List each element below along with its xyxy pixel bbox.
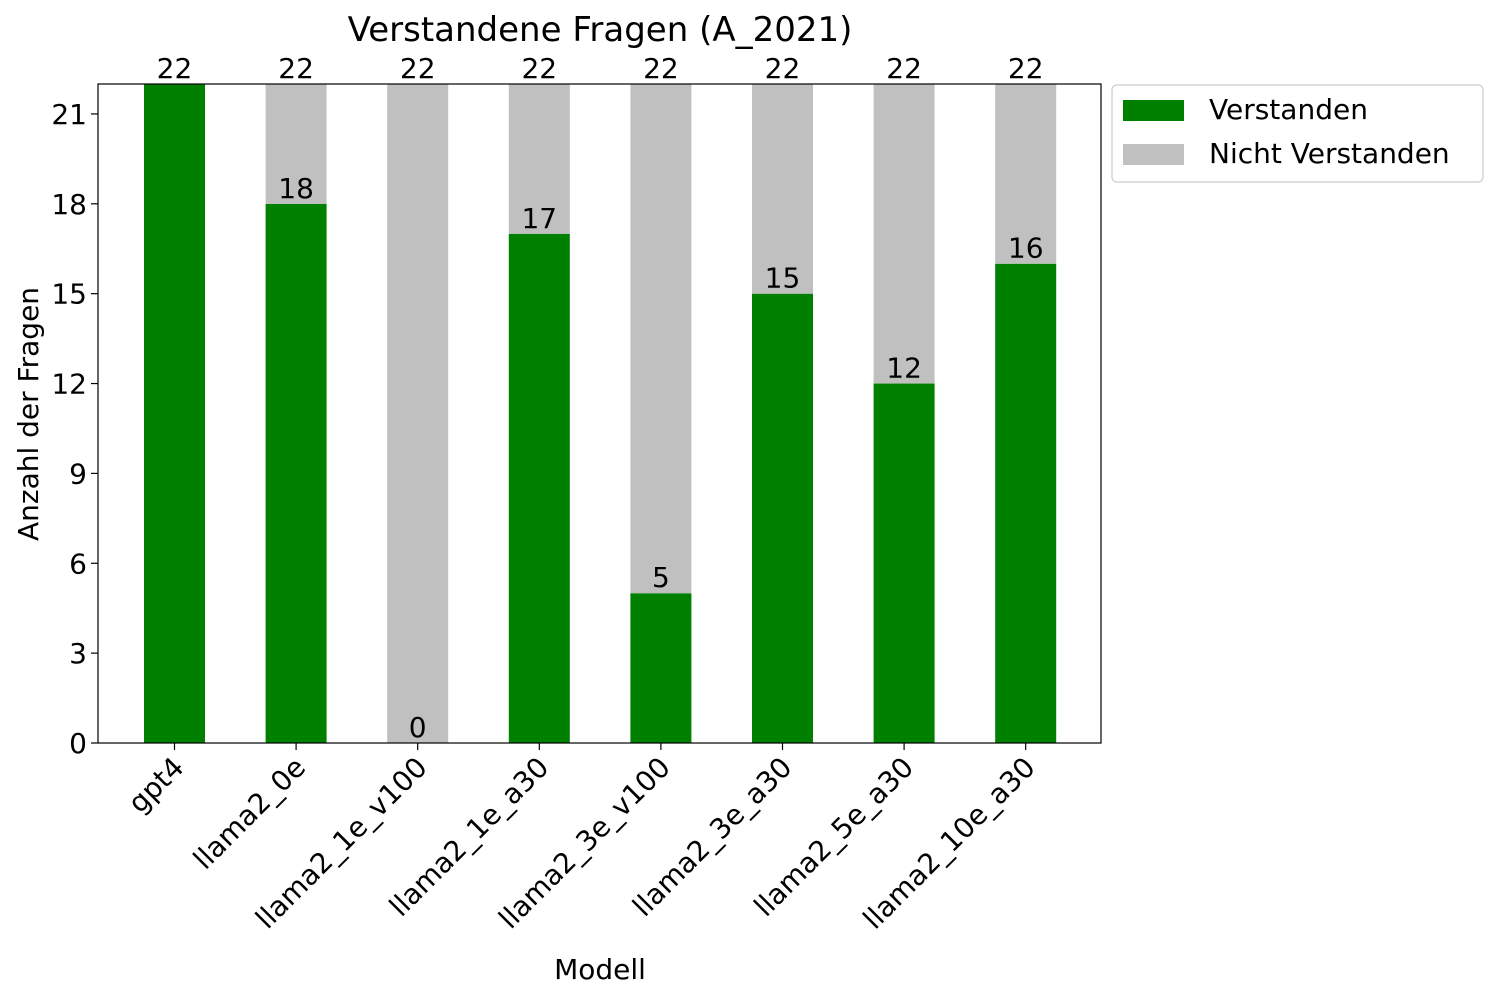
bar-total-label: 22 [643, 52, 679, 85]
bar-total-label: 22 [278, 52, 314, 85]
x-axis: gpt4llama2_0ellama2_1e_v100llama2_1e_a30… [122, 743, 1042, 936]
legend: Verstanden Nicht Verstanden [1111, 84, 1484, 183]
bar-nicht-verstanden [630, 84, 692, 594]
legend-swatch-verstanden [1123, 100, 1184, 121]
bar-nicht-verstanden [995, 84, 1057, 264]
bar-verstanden [873, 383, 935, 743]
bar-nicht-verstanden [387, 84, 449, 743]
bar-total-label: 22 [1008, 52, 1044, 85]
bar-total-label: 22 [521, 52, 557, 85]
legend-label: Verstanden [1209, 93, 1368, 126]
legend-frame [1111, 84, 1484, 183]
bar-verstanden [265, 203, 327, 743]
bar-total-label: 22 [765, 52, 801, 85]
bar-nicht-verstanden [873, 84, 935, 384]
bar-value-label: 18 [278, 172, 314, 205]
legend-label: Nicht Verstanden [1209, 137, 1450, 170]
bar-nicht-verstanden [752, 84, 813, 294]
bar-verstanden [144, 84, 205, 743]
y-axis-title: Anzahl der Fragen [12, 287, 45, 541]
bar-verstanden [995, 263, 1057, 743]
bar-value-label: 16 [1008, 232, 1044, 265]
y-tick-label: 9 [69, 457, 87, 490]
bar-labels-group: 18 0 17 5 15 12 16 22 22 22 22 22 22 22 22 [157, 52, 1044, 744]
plot-frame [97, 83, 1102, 744]
x-axis-title: Modell [554, 953, 646, 986]
y-tick-label: 0 [69, 727, 87, 760]
y-tick-label: 15 [51, 278, 87, 311]
bar-total-label: 22 [157, 52, 193, 85]
bar-total-label: 22 [400, 52, 436, 85]
bar-value-label: 12 [886, 352, 922, 385]
bar-nicht-verstanden [508, 84, 570, 234]
y-axis: 0 3 6 9 12 15 18 21 [51, 98, 98, 760]
bar-total-label: 22 [886, 52, 922, 85]
x-tick-label: llama2_0e [187, 751, 312, 876]
y-tick-label: 21 [51, 98, 87, 131]
chart-title: Verstandene Fragen (A_2021) [348, 10, 853, 50]
legend-swatch-nicht-verstanden [1123, 144, 1184, 165]
y-tick-label: 12 [51, 368, 87, 401]
bars-group [144, 84, 1057, 744]
bar-verstanden [630, 593, 692, 743]
bar-verstanden [508, 233, 570, 744]
bar-value-label: 17 [521, 202, 557, 235]
x-tick-label: gpt4 [122, 751, 191, 820]
y-tick-label: 18 [51, 188, 87, 221]
y-tick-label: 6 [69, 547, 87, 580]
bar-value-label: 5 [652, 561, 670, 594]
bar-value-label: 0 [409, 711, 427, 744]
y-tick-label: 3 [69, 637, 87, 670]
bar-verstanden [752, 293, 813, 743]
bar-nicht-verstanden [265, 84, 327, 204]
bar-value-label: 15 [765, 262, 801, 295]
